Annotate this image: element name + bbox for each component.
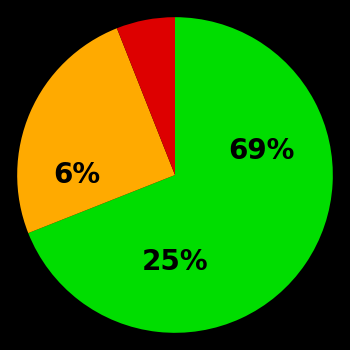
Text: 6%: 6% — [54, 161, 101, 189]
Wedge shape — [28, 17, 333, 333]
Wedge shape — [117, 17, 175, 175]
Wedge shape — [17, 28, 175, 233]
Text: 25%: 25% — [142, 248, 208, 276]
Text: 69%: 69% — [229, 137, 295, 165]
